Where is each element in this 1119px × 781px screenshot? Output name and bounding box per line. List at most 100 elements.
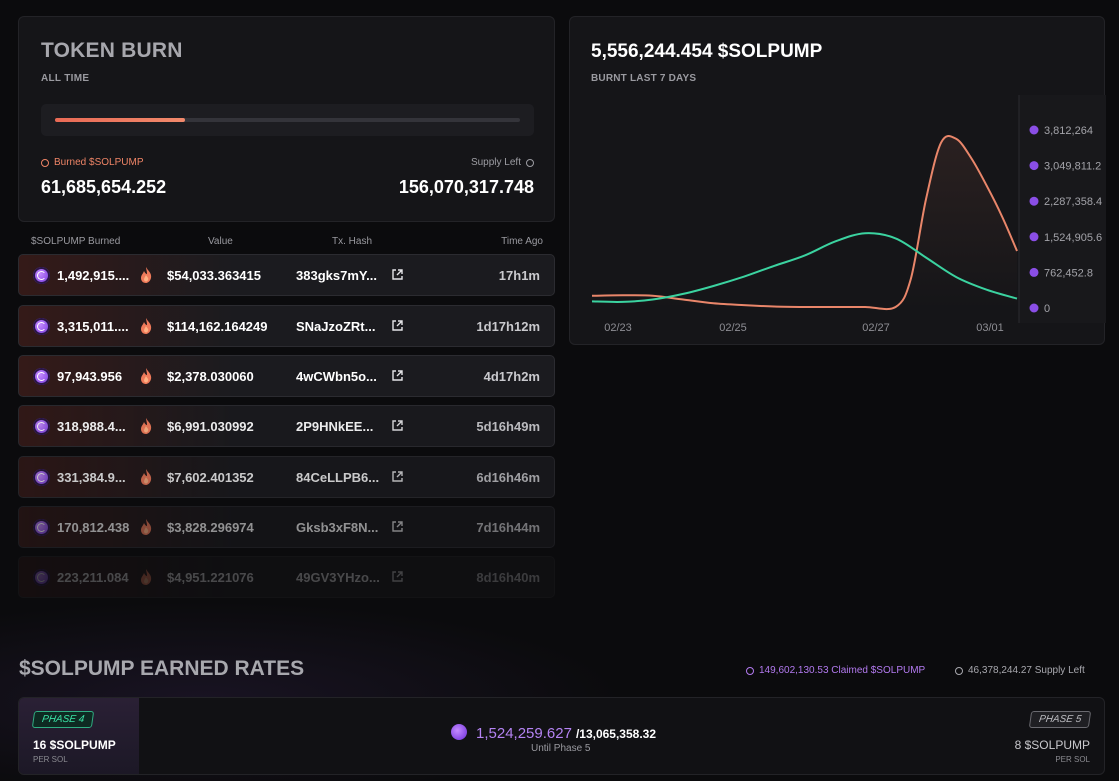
fire-icon	[141, 267, 152, 283]
burned-value: 61,685,654.252	[41, 177, 167, 197]
weekly-burn-chart-card: 02/23 02/25 02/27 03/01 0 762,452.8 1,524,905.…	[569, 16, 1106, 345]
phase-4-rate: 16 $SOLPUMP	[33, 738, 116, 752]
fire-icon	[141, 368, 152, 384]
y-tick-label: 1,524,905.6	[1044, 232, 1102, 244]
claimed-text: 149,602,130.53 Claimed $SOLPUMP	[759, 665, 926, 676]
y-tick-label: 3,049,811.2	[1044, 161, 1101, 173]
solpump-token-icon	[1029, 161, 1039, 171]
external-link-icon[interactable]	[391, 419, 404, 432]
earned-rates-title: $SOLPUMP EARNED RATES	[19, 657, 305, 680]
token-burn-subtitle: ALL TIME	[41, 73, 90, 84]
x-tick-label: 03/01	[976, 322, 1004, 334]
phase-5-badge: PHASE 5	[1028, 711, 1092, 728]
y-tick-label: 3,812,264	[1044, 125, 1093, 137]
fire-icon	[141, 469, 152, 485]
table-row[interactable]: 170,812.438 $3,828.296974 Gksb3xF8N... 7…	[18, 506, 555, 548]
fire-icon	[141, 519, 152, 535]
row-value: $114,162.164249	[167, 319, 268, 334]
row-time-ago: 4d17h2m	[483, 369, 540, 384]
col-header-time: Time Ago	[501, 236, 543, 247]
claimed-dot-icon	[746, 666, 754, 675]
row-value: $3,828.296974	[167, 520, 254, 535]
series-line-burn	[591, 134, 1018, 311]
series-line-value	[591, 232, 1018, 303]
fire-icon	[141, 318, 152, 334]
table-row[interactable]: 318,988.4... $6,991.030992 2P9HNkEE... 5…	[18, 405, 555, 447]
solpump-token-icon	[33, 368, 50, 385]
fire-icon	[141, 418, 152, 434]
weekly-burn-subtitle: BURNT LAST 7 DAYS	[591, 73, 697, 84]
row-value: $54,033.363415	[167, 268, 261, 283]
row-tx-hash[interactable]: Gksb3xF8N...	[296, 520, 379, 535]
row-value: $4,951.221076	[167, 570, 254, 585]
row-value: $2,378.030060	[167, 369, 254, 384]
col-header-value: Value	[208, 236, 233, 247]
weekly-burn-total: 5,556,244.454 $SOLPUMP	[591, 41, 823, 62]
phase-progress-total: /13,065,358.32	[575, 727, 657, 741]
rates-supply-stat: 46,378,244.27 Supply Left	[955, 665, 1085, 676]
burn-table-header: $SOLPUMP Burned Value Tx. Hash Time Ago	[18, 232, 555, 250]
rates-supply-dot-icon	[955, 666, 963, 675]
solpump-token-icon	[33, 519, 50, 536]
external-link-icon[interactable]	[391, 520, 404, 533]
table-row[interactable]: 1,492,915.... $54,033.363415 383gks7mY..…	[18, 254, 555, 296]
supply-left-label-text: Supply Left	[470, 157, 521, 168]
table-row[interactable]: 223,211.084 $4,951.221076 49GV3YHzo... 8…	[18, 556, 555, 598]
burned-dot-icon	[41, 158, 49, 167]
external-link-icon[interactable]	[391, 268, 404, 281]
y-tick-label: 2,287,358.4	[1044, 196, 1102, 208]
solpump-token-icon	[33, 569, 50, 586]
row-amount: 1,492,915....	[57, 268, 130, 283]
row-amount: 170,812.438	[57, 520, 130, 535]
row-time-ago: 1d17h12m	[476, 319, 540, 334]
col-header-burned: $SOLPUMP Burned	[31, 236, 121, 247]
row-amount: 3,315,011....	[57, 319, 129, 334]
col-header-hash: Tx. Hash	[332, 236, 373, 247]
row-tx-hash[interactable]: 84CeLLPB6...	[296, 470, 380, 485]
row-amount: 331,384.9...	[57, 470, 126, 485]
external-link-icon[interactable]	[391, 369, 404, 382]
external-link-icon[interactable]	[391, 319, 404, 332]
row-amount: 223,211.084	[57, 570, 129, 585]
burn-chart: 02/23 02/25 02/27 03/01 0 762,452.8 1,524,905.…	[591, 95, 1106, 334]
phase-4-badge: PHASE 4	[31, 711, 95, 728]
supply-left-label: Supply Left	[471, 157, 534, 168]
token-burn-card: TOKEN BURN ALL TIME Burned $SOLPUMP Supp…	[18, 16, 555, 222]
row-amount: 318,988.4...	[57, 419, 126, 434]
y-tick-label: 762,452.8	[1044, 267, 1093, 279]
solpump-token-icon	[33, 469, 50, 486]
fire-icon	[141, 569, 152, 585]
row-tx-hash[interactable]: SNaJzoZRt...	[296, 319, 376, 334]
table-row[interactable]: 97,943.956 $2,378.030060 4wCWbn5o... 4d1…	[18, 355, 555, 397]
row-time-ago: 17h1m	[498, 268, 540, 283]
external-link-icon[interactable]	[391, 570, 404, 583]
x-tick-label: 02/27	[862, 322, 890, 334]
table-row[interactable]: 331,384.9... $7,602.401352 84CeLLPB6... …	[18, 456, 555, 498]
row-tx-hash[interactable]: 2P9HNkEE...	[296, 419, 374, 434]
y-tick-label: 0	[1044, 303, 1050, 315]
phase-progress: 1,524,259.627 /13,065,358.32	[451, 722, 656, 742]
row-tx-hash[interactable]: 49GV3YHzo...	[296, 570, 380, 585]
phase-progress-current: 1,524,259.627	[476, 725, 572, 742]
supply-left-value: 156,070,317.748	[398, 177, 534, 197]
external-link-icon[interactable]	[391, 470, 404, 483]
row-tx-hash[interactable]: 383gks7mY...	[296, 268, 377, 283]
solpump-token-icon	[1029, 125, 1039, 135]
claimed-stat: 149,602,130.53 Claimed $SOLPUMP	[746, 665, 925, 676]
burn-area	[592, 135, 1017, 310]
burn-progress-container	[41, 104, 534, 136]
solpump-token-icon	[451, 724, 467, 740]
phase-4-per: PER SOL	[33, 755, 68, 764]
current-phase-panel: PHASE 4 16 $SOLPUMP PER SOL	[19, 698, 139, 774]
table-row[interactable]: 3,315,011.... $114,162.164249 SNaJzoZRt.…	[18, 305, 555, 347]
burn-progress-fill	[55, 118, 186, 122]
row-time-ago: 5d16h49m	[476, 419, 540, 434]
phase-5-rate: 8 $SOLPUMP	[1014, 738, 1090, 752]
burned-label: Burned $SOLPUMP	[41, 157, 144, 168]
solpump-token-icon	[33, 267, 50, 284]
solpump-token-icon	[33, 418, 50, 435]
row-tx-hash[interactable]: 4wCWbn5o...	[296, 369, 377, 384]
solpump-token-icon	[1029, 267, 1039, 277]
x-tick-label: 02/25	[719, 322, 747, 334]
burn-progress-track	[55, 118, 520, 122]
